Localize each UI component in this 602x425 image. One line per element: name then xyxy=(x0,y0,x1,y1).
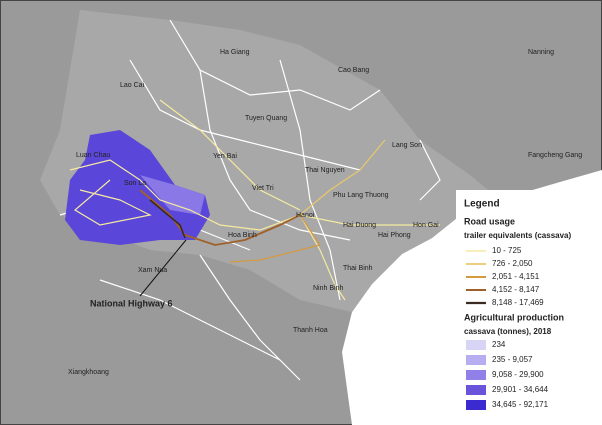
legend-label: 234 xyxy=(492,340,506,349)
legend-heading: Road usage xyxy=(464,216,515,226)
place-label: Thai Nguyen xyxy=(305,167,345,174)
legend-label: 2,051 - 4,151 xyxy=(492,272,540,281)
place-label: Hanoi xyxy=(296,212,315,219)
place-label: Phu Lang Thuong xyxy=(333,192,389,199)
legend-title: Legend xyxy=(464,199,500,210)
legend-label: 29,901 - 34,644 xyxy=(492,385,549,394)
legend-swatch xyxy=(466,340,486,350)
legend-label: 8,148 - 17,469 xyxy=(492,298,544,307)
roads xyxy=(69,99,440,301)
place-label: Cao Bang xyxy=(338,67,369,74)
place-label: Thanh Hoa xyxy=(293,327,328,334)
annotation: National Highway 6 xyxy=(90,298,173,308)
legend-label: 4,152 - 8,147 xyxy=(492,285,540,294)
legend-subheading: trailer equivalents (cassava) xyxy=(464,231,572,240)
place-label: Hon Gai xyxy=(413,222,439,229)
place-label: Xiangkhoang xyxy=(68,369,109,376)
place-label: Yen Bai xyxy=(213,153,237,160)
place-label: Fangcheng Gang xyxy=(528,152,582,159)
legend-swatch xyxy=(466,355,486,365)
legend: Legend Road usage trailer equivalents (c… xyxy=(456,190,598,420)
legend-subheading: cassava (tonnes), 2018 xyxy=(464,327,552,336)
production-area xyxy=(65,130,210,245)
legend-swatch xyxy=(466,370,486,380)
place-label: Lao Cai xyxy=(120,82,145,89)
legend-label: 726 - 2,050 xyxy=(492,259,533,268)
place-label: Xam Nua xyxy=(138,267,167,274)
place-label: Hai Duong xyxy=(343,222,376,229)
place-label: Thai Binh xyxy=(343,265,373,272)
legend-label: 235 - 9,057 xyxy=(492,355,533,364)
place-labels: Ha Giang Nanning Cao Bang Lao Cai Tuyen Quan… xyxy=(68,49,582,376)
place-label: Hai Phong xyxy=(378,232,411,239)
production-area xyxy=(140,175,205,215)
legend-swatch xyxy=(466,400,486,410)
place-label: Lang Son xyxy=(392,142,422,149)
legend-swatch xyxy=(466,385,486,395)
place-label: Nanning xyxy=(528,49,554,56)
legend-label: 34,645 - 92,171 xyxy=(492,400,549,409)
annotation-leader xyxy=(139,239,187,297)
place-label: Ha Giang xyxy=(220,49,250,56)
place-label: Hoa Binh xyxy=(228,232,257,239)
place-label: Son La xyxy=(124,180,146,187)
legend-items: 10 - 725 726 - 2,050 2,051 - 4,151 4,152 - … xyxy=(466,246,549,410)
legend-box xyxy=(456,190,598,420)
place-label: Ninh Binh xyxy=(313,285,343,292)
place-label: Viet Tri xyxy=(252,185,274,192)
legend-label: 9,058 - 29,900 xyxy=(492,370,544,379)
place-label: Tuyen Quang xyxy=(245,115,287,122)
legend-label: 10 - 725 xyxy=(492,246,522,255)
legend-heading: Agricultural production xyxy=(464,312,564,322)
place-label: Luan Chau xyxy=(76,152,110,159)
